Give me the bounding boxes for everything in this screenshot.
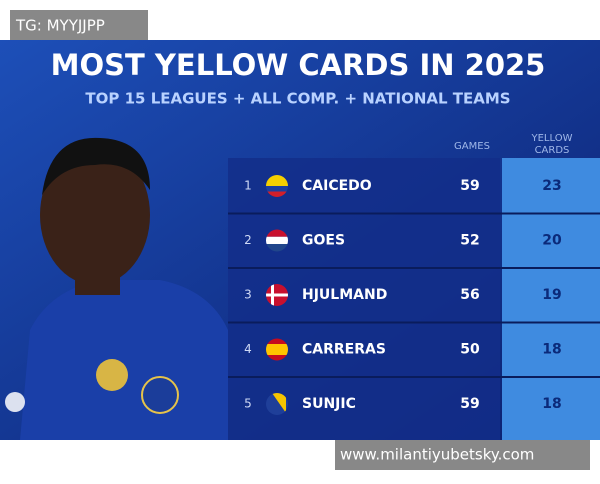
- cards: 23: [542, 178, 561, 194]
- cards: 19: [542, 287, 561, 303]
- flag-triangle: [272, 393, 286, 413]
- flag-stripe: [266, 355, 288, 361]
- player-name: SUNJIC: [302, 396, 356, 412]
- cards: 18: [542, 396, 561, 412]
- games: 59: [460, 396, 479, 412]
- rank: 1: [244, 179, 252, 193]
- flag-stripe: [266, 344, 288, 355]
- flag-cross: [266, 293, 288, 297]
- watermark-box: [335, 440, 590, 470]
- games: 52: [460, 233, 479, 249]
- flag-stripe: [266, 175, 288, 186]
- flag: [266, 229, 288, 252]
- column-header: YELLOW CARDS: [531, 133, 573, 156]
- games: 50: [460, 342, 480, 358]
- flag-stripe: [266, 229, 288, 237]
- games: 56: [460, 287, 479, 303]
- player-name: HJULMAND: [302, 287, 387, 303]
- flag: [266, 175, 288, 197]
- watermark-box: [10, 10, 148, 40]
- player-name: CAICEDO: [302, 178, 372, 194]
- flag: [266, 338, 288, 361]
- rank: 3: [244, 288, 252, 302]
- rank: 2: [244, 233, 252, 247]
- flag: [266, 393, 288, 415]
- player-name: CARRERAS: [302, 342, 386, 358]
- flag-stripe: [266, 338, 288, 344]
- flag-stripe: [266, 191, 288, 197]
- cards: 20: [542, 233, 562, 249]
- rank: 4: [244, 342, 252, 356]
- flag: [266, 284, 288, 306]
- games: 59: [460, 178, 479, 194]
- flag-stripe: [266, 186, 288, 192]
- subtitle: TOP 15 LEAGUES + ALL COMP. + NATIONAL TE…: [85, 90, 510, 108]
- title: MOST YELLOW CARDS IN 2025: [51, 48, 546, 82]
- watermark: www.milantiyubetsky.com: [340, 446, 534, 464]
- player-name: GOES: [302, 233, 345, 249]
- player-image: [5, 137, 228, 440]
- rank: 5: [244, 397, 252, 411]
- cards-column: [502, 158, 600, 440]
- flag-stripe: [266, 236, 288, 245]
- column-header: GAMES: [454, 141, 490, 152]
- flag-stripe: [266, 244, 288, 252]
- cards: 18: [542, 342, 561, 358]
- watermark: TG: MYYJJPP: [15, 17, 105, 35]
